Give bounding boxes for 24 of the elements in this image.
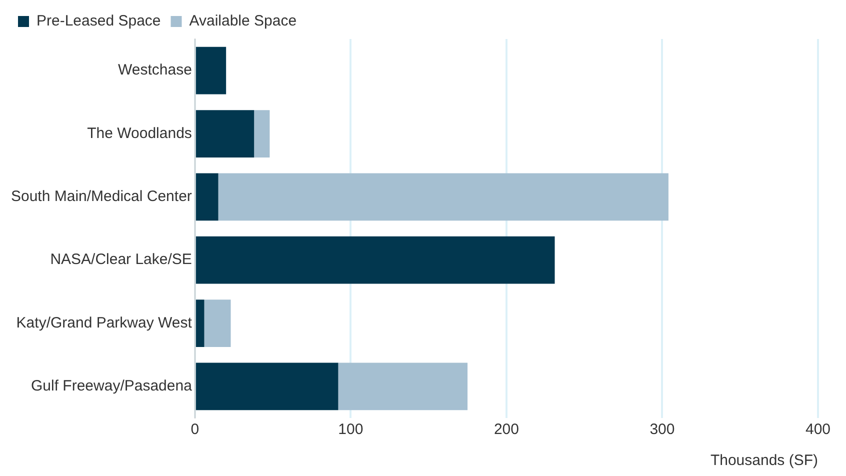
legend-label: Pre-Leased Space	[36, 12, 161, 30]
y-tick-label: Westchase	[118, 62, 192, 79]
x-tick-label: 0	[190, 421, 200, 438]
bar	[196, 236, 555, 284]
bar	[338, 362, 468, 410]
y-tick-label: South Main/Medical Center	[10, 188, 192, 206]
legend-label: Available Space	[189, 12, 297, 30]
bar	[196, 300, 204, 347]
bar	[196, 110, 254, 158]
bar	[196, 46, 226, 94]
x-tick-label: 100	[338, 421, 364, 438]
y-tick-label: Katy/Grand Parkway West	[16, 314, 193, 332]
bar	[254, 110, 270, 158]
x-tick-label: 200	[494, 421, 519, 438]
x-tick-label: 400	[805, 421, 831, 438]
y-tick-label: NASA/Clear Lake/SE	[50, 251, 192, 268]
bar	[196, 173, 218, 221]
y-tick-label: Gulf Freeway/Pasadena	[31, 378, 193, 395]
y-tick-label: The Woodlands	[87, 124, 192, 142]
x-axis-title: Thousands (SF)	[710, 452, 818, 470]
bar	[196, 362, 338, 410]
bar	[218, 173, 668, 221]
bar	[204, 300, 231, 347]
x-tick-label: 300	[650, 421, 675, 438]
